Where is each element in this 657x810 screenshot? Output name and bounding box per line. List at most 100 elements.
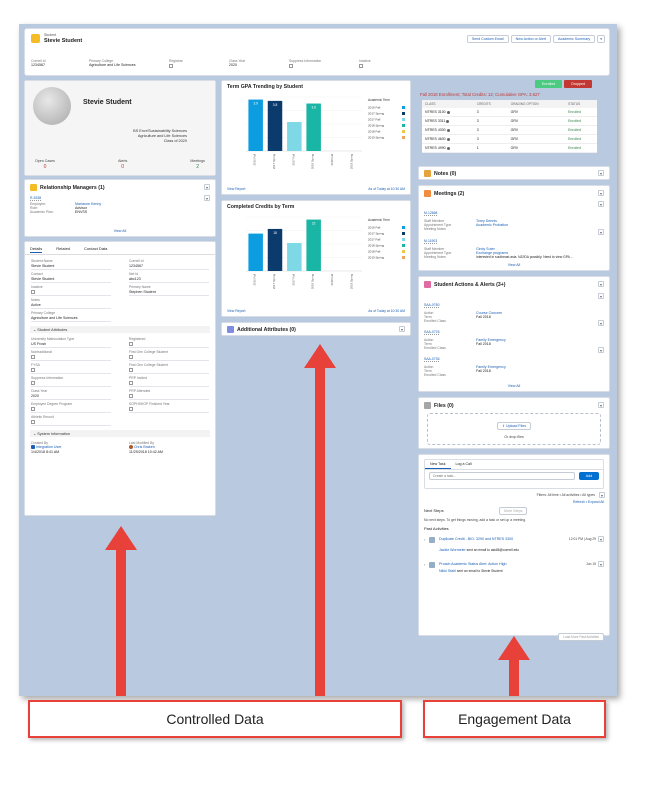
create-task-input[interactable]: Create a task...	[429, 472, 575, 480]
send-custom-email-button[interactable]: Send Custom Email	[466, 35, 509, 43]
tab-details[interactable]: Details	[30, 246, 43, 253]
info-icon[interactable]	[446, 137, 450, 141]
arrow-head	[498, 636, 530, 660]
arrow-shaft	[509, 658, 519, 696]
info-icon[interactable]	[446, 110, 450, 114]
filter-icon[interactable]: ▾	[599, 492, 605, 498]
student-icon	[31, 34, 40, 43]
credits-bar-chart: 2016 Fall 18 2017 Spring 2017 Fall 22 2018 Sp…	[246, 216, 405, 290]
activity-menu[interactable]: ▾	[598, 561, 604, 567]
bar-value-label: 18	[273, 231, 277, 235]
expand-chevron-icon[interactable]: ›	[424, 562, 426, 567]
legend-swatch	[402, 118, 405, 121]
actions-menu[interactable]: ▾	[598, 281, 604, 287]
system-information-section[interactable]: ⌄ System Information	[30, 430, 210, 437]
info-icon[interactable]	[446, 119, 450, 123]
legend-title: Academic Term	[368, 218, 390, 222]
attr-prp-attended: PRP Attended	[129, 389, 209, 400]
enrollment-toggle: Enrolled Dropped	[535, 80, 592, 88]
field-last-modified: Last Modified By Chris Braken 11/29/2018…	[129, 441, 163, 455]
attr-sophshop: SOPHSHOP Finished Year	[129, 402, 209, 413]
table-row: NTRES 4600 3 GRV Enrolled	[422, 134, 597, 144]
load-more-button[interactable]: Load More Past Activities	[558, 633, 604, 641]
field-primary-college: Primary College Agriculture and Life Scie…	[31, 311, 111, 322]
chart-bar	[306, 103, 321, 151]
notes-menu[interactable]: ▾	[598, 170, 604, 176]
manager-row-menu[interactable]: ▾	[204, 195, 210, 201]
managers-view-all[interactable]: View All	[113, 229, 127, 233]
tab-new-task[interactable]: New Task	[425, 460, 451, 469]
header-actions: Send Custom Email New Action or Alert Ac…	[466, 35, 605, 43]
legend-label: 2017 Fall	[368, 238, 381, 242]
add-task-button[interactable]: Add	[579, 472, 599, 480]
files-icon	[424, 402, 431, 409]
x-tick-label: 2017 Spring	[272, 154, 276, 170]
meeting-link[interactable]: M-12668	[424, 211, 438, 216]
meetings-menu[interactable]: ▾	[598, 190, 604, 196]
record-header: Student Stevie Student Send Custom Email…	[24, 28, 610, 76]
action-item: SAA-0725 Action Family Emergency Term Fall…	[424, 330, 506, 350]
more-actions-dropdown[interactable]: ▾	[597, 35, 605, 43]
stat-meetings: Meetings 2	[190, 159, 205, 170]
tab-log-call[interactable]: Log a Call	[455, 462, 472, 466]
tabs-divider	[25, 254, 215, 255]
gpa-view-report[interactable]: View Report	[227, 187, 246, 191]
credits-view-report[interactable]: View Report	[227, 309, 246, 313]
enrolled-button[interactable]: Enrolled	[535, 80, 563, 88]
more-steps-button[interactable]: More Steps	[499, 507, 528, 515]
legend-swatch	[402, 250, 405, 253]
x-tick-label: 2017 Spring	[272, 274, 276, 290]
actions-view-all[interactable]: View All	[507, 384, 521, 388]
additional-attributes-menu[interactable]: ▾	[399, 326, 405, 332]
files-menu[interactable]: ▾	[598, 402, 604, 408]
highlights-panel: Cornell Id 1234567 Primary College Agricul…	[31, 59, 603, 68]
tab-contact-data[interactable]: Contact Data	[84, 246, 108, 251]
relationship-managers-card: Relationship Managers (1) ▾ R-5338 ▾ Emp…	[24, 179, 216, 237]
notes-title: Notes (0)	[434, 171, 457, 177]
bar-value-label: 3.9	[253, 102, 258, 106]
highlight-suppress-info: Suppress Information	[289, 59, 339, 68]
academic-summary-button[interactable]: Academic Summary	[553, 35, 596, 43]
table-header: CLASS CREDITS GRADING OPTION STATUS	[422, 100, 597, 108]
info-icon[interactable]	[446, 146, 450, 150]
checkbox	[289, 64, 293, 68]
meeting-item: M-11903 Staff Member Cindy Suter Appointm…	[424, 239, 574, 259]
action-row-menu[interactable]: ▾	[598, 347, 604, 353]
managers-menu[interactable]: ▾	[204, 184, 210, 190]
info-icon[interactable]	[446, 128, 450, 132]
activity-title[interactable]: Proach Academic Status Alert: Action Hig…	[439, 562, 507, 566]
chart-bar	[248, 233, 263, 271]
files-title: Files (0)	[434, 403, 454, 409]
manager-record-link[interactable]: R-5338	[30, 196, 42, 201]
meetings-card: Meetings (2) ▾ M-12668 Staff Member Torey…	[418, 185, 610, 271]
avatar	[33, 87, 71, 125]
additional-attributes-title: Additional Attributes (0)	[237, 327, 296, 333]
legend-swatch	[402, 112, 405, 115]
profile-stats: Open Cases 0 Alerts 0 Meetings 2	[35, 159, 205, 170]
legend-swatch	[402, 232, 405, 235]
student-attributes-section[interactable]: ⌄ Student Attributes	[30, 326, 210, 333]
dropped-button[interactable]: Dropped	[564, 80, 592, 88]
tab-related[interactable]: Related	[56, 246, 71, 251]
legend-label: 2018 Spring	[368, 244, 385, 248]
action-row-menu[interactable]: ▾	[598, 293, 604, 299]
expand-chevron-icon[interactable]: ›	[424, 537, 426, 542]
upload-files-button[interactable]: ⇪ Upload Files	[497, 422, 531, 430]
table-row: NTRES 3311 3 GRV Enrolled	[422, 116, 597, 126]
calendar-icon	[424, 190, 431, 197]
meeting-item: M-12668 Staff Member Torey Dennis Appoint…	[424, 211, 509, 231]
new-action-button[interactable]: New Action or Alert	[510, 35, 552, 43]
meeting-row-menu[interactable]: ▾	[598, 229, 604, 235]
bar-value-label: 22	[312, 222, 316, 226]
action-row-menu[interactable]: ▾	[598, 320, 604, 326]
meetings-view-all[interactable]: View All	[507, 263, 521, 267]
activity-menu[interactable]: ▾	[598, 536, 604, 542]
activity-date: 12:01 PM | Aug 29	[568, 537, 596, 541]
meeting-row-menu[interactable]: ▾	[598, 201, 604, 207]
x-tick-label: 2018 Spring	[311, 274, 315, 290]
refresh-expand-links[interactable]: Refresh • Expand All	[573, 500, 604, 504]
profile-college: Agriculture and Life Sciences	[137, 133, 187, 138]
file-dropzone[interactable]: ⇪ Upload Files Or drop files	[427, 413, 601, 445]
meeting-link[interactable]: M-11903	[424, 239, 438, 244]
activity-title[interactable]: Duplicate Credit - BIO: 3290 and NTRES 3…	[439, 537, 514, 541]
